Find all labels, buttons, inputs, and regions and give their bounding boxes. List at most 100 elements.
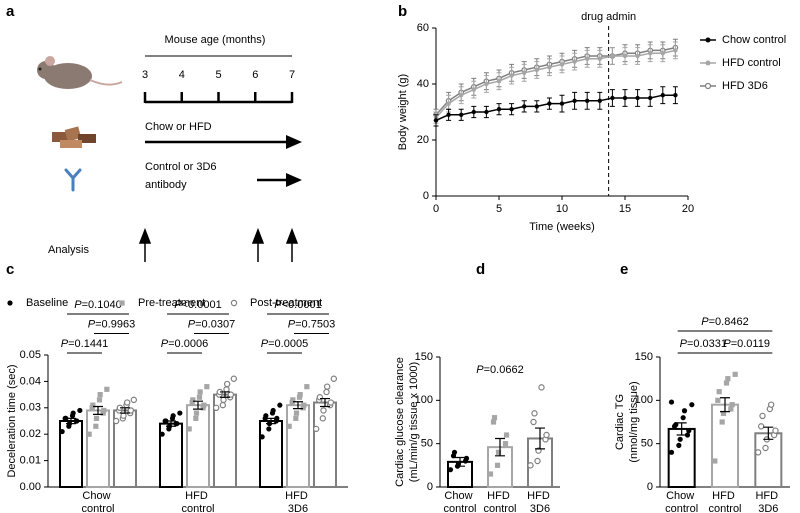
marker bbox=[204, 384, 210, 390]
marker bbox=[522, 70, 527, 76]
marker bbox=[174, 421, 180, 427]
x-tick-label: Chow control bbox=[81, 490, 114, 513]
bar bbox=[711, 403, 739, 488]
marker bbox=[759, 412, 766, 420]
bar bbox=[259, 420, 283, 488]
legend-label: HFD control bbox=[722, 57, 781, 69]
marker bbox=[259, 434, 265, 440]
marker bbox=[459, 112, 464, 118]
timeline-tick: 4 bbox=[179, 69, 185, 81]
marker bbox=[296, 394, 303, 400]
marker bbox=[104, 386, 110, 392]
marker bbox=[197, 389, 203, 395]
marker bbox=[219, 401, 227, 409]
y-tick-label: 100 bbox=[415, 394, 433, 406]
y-axis-label: Body weight (g) bbox=[397, 74, 409, 150]
marker bbox=[559, 62, 565, 67]
marker bbox=[97, 392, 103, 398]
annotation: drug admin bbox=[581, 11, 636, 23]
marker bbox=[463, 455, 470, 461]
p-value: P=0.0662 bbox=[476, 364, 523, 376]
marker bbox=[719, 419, 725, 425]
antibody-label: Control or 3D6 bbox=[145, 161, 217, 173]
marker bbox=[274, 415, 280, 421]
diet-arrow bbox=[145, 135, 302, 149]
marker bbox=[120, 412, 127, 419]
marker bbox=[527, 462, 534, 469]
marker bbox=[130, 396, 138, 404]
y-tick-label: 150 bbox=[635, 351, 653, 363]
x-tick-label: HFD 3D6 bbox=[285, 490, 311, 513]
marker bbox=[772, 427, 779, 434]
p-value: P=0.0006 bbox=[161, 338, 208, 350]
marker bbox=[319, 415, 327, 422]
marker bbox=[471, 87, 476, 92]
marker bbox=[330, 375, 338, 382]
y-tick-label: 20 bbox=[417, 134, 429, 146]
marker bbox=[673, 48, 678, 53]
marker bbox=[277, 402, 283, 408]
marker bbox=[622, 95, 628, 101]
legend-label: Post-treatment bbox=[250, 297, 322, 309]
marker bbox=[320, 407, 327, 414]
legend-label: Baseline bbox=[26, 297, 68, 309]
error-bar bbox=[166, 420, 176, 427]
antibody-label: antibody bbox=[145, 179, 187, 191]
y-tick-label: 0.02 bbox=[20, 428, 41, 440]
marker bbox=[673, 93, 678, 98]
panel-label: a bbox=[6, 3, 15, 20]
marker bbox=[89, 405, 95, 411]
error-bar bbox=[720, 397, 730, 413]
marker bbox=[159, 431, 165, 437]
marker bbox=[572, 98, 577, 104]
marker bbox=[767, 401, 775, 408]
marker bbox=[301, 402, 307, 408]
marker bbox=[297, 392, 303, 398]
x-tick-label: HFD control bbox=[708, 490, 741, 513]
marker bbox=[668, 399, 675, 405]
x-tick-label: HFD 3D6 bbox=[755, 490, 781, 513]
marker bbox=[101, 407, 107, 414]
marker bbox=[689, 402, 695, 408]
marker bbox=[190, 397, 196, 403]
marker bbox=[93, 423, 99, 429]
x-tick-label: HFD control bbox=[181, 490, 214, 513]
marker bbox=[534, 457, 541, 465]
p-value: P=0.8462 bbox=[701, 316, 748, 328]
marker bbox=[547, 101, 552, 106]
marker bbox=[293, 410, 300, 416]
marker bbox=[59, 428, 65, 435]
p-value: P=0.1441 bbox=[61, 338, 108, 350]
analysis-label: Analysis bbox=[48, 244, 89, 256]
y-tick-label: 0.04 bbox=[20, 375, 41, 387]
marker bbox=[446, 101, 451, 106]
timeline-tick: 5 bbox=[215, 69, 221, 81]
marker bbox=[100, 410, 106, 416]
marker bbox=[495, 449, 502, 455]
error-bar bbox=[763, 426, 774, 440]
marker bbox=[534, 104, 539, 109]
marker bbox=[681, 408, 688, 414]
marker bbox=[610, 95, 615, 101]
marker bbox=[74, 418, 80, 424]
antibody-arrow bbox=[257, 173, 302, 187]
y-axis-label: Deceleration time (sec) bbox=[6, 364, 18, 477]
y-tick-label: 100 bbox=[635, 394, 653, 406]
marker bbox=[451, 449, 458, 455]
panel-label: c bbox=[6, 261, 14, 278]
marker bbox=[729, 402, 735, 408]
error-bar bbox=[93, 405, 103, 415]
x-tick-label: HFD control bbox=[483, 490, 516, 513]
x-tick-label: 15 bbox=[619, 203, 631, 215]
marker bbox=[496, 107, 502, 112]
marker bbox=[119, 300, 125, 306]
marker bbox=[509, 107, 514, 112]
marker bbox=[684, 432, 691, 438]
marker bbox=[496, 79, 502, 84]
error-bar bbox=[293, 401, 303, 410]
marker bbox=[676, 442, 682, 448]
marker bbox=[538, 384, 545, 391]
marker bbox=[660, 51, 665, 56]
marker bbox=[585, 56, 590, 61]
x-tick-label: HFD 3D6 bbox=[527, 490, 553, 513]
